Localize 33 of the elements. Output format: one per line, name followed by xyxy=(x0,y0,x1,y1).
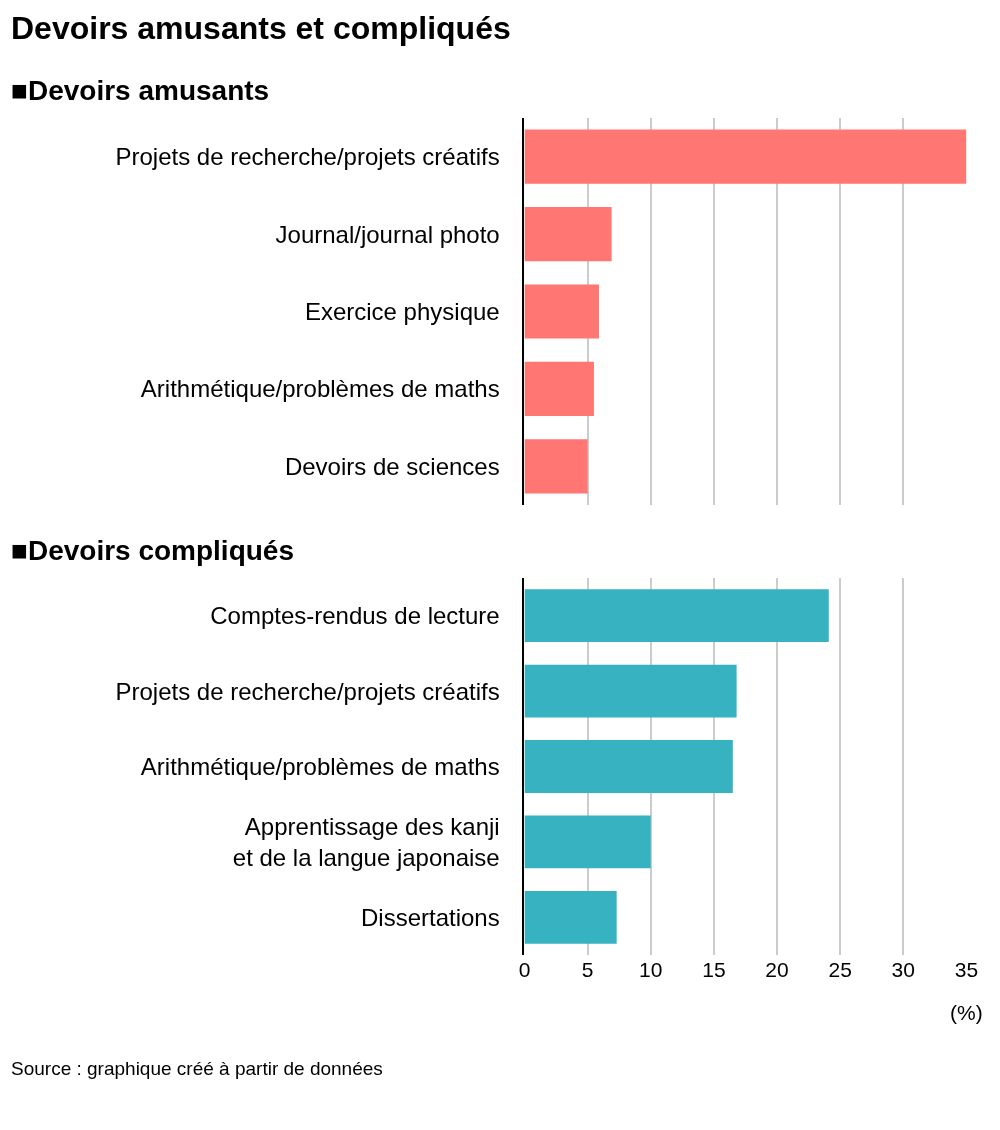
y-tick-label: Projets de recherche/projets créatifs xyxy=(115,677,500,705)
y-tick-label: Projets de recherche/projets créatifs xyxy=(115,143,500,171)
bar xyxy=(524,439,588,494)
y-tick-label: Arithmétique/problèmes de maths xyxy=(140,752,500,780)
y-tick-label: Apprentissage des kanji et de la langue japonaise xyxy=(232,812,500,871)
x-tick-label: 25 xyxy=(828,958,852,981)
bar xyxy=(524,361,594,416)
bar xyxy=(524,589,829,643)
bar xyxy=(524,664,737,718)
x-tick-label: 0 xyxy=(518,958,531,981)
y-tick-label: Journal/journal photo xyxy=(275,220,500,248)
bar xyxy=(524,129,967,184)
x-tick-label: 15 xyxy=(702,958,726,981)
y-tick-label: Comptes-rendus de lecture xyxy=(210,602,500,630)
x-axis-title: (%) xyxy=(950,1001,983,1024)
y-tick-label: Dissertations xyxy=(360,903,500,931)
bar xyxy=(524,284,599,339)
bar xyxy=(524,815,651,869)
x-tick-label: 35 xyxy=(954,958,979,981)
text: ■Devoirs compliqués xyxy=(11,535,294,566)
y-tick-label: Exercice physique xyxy=(304,297,500,325)
y-tick-label: Devoirs de sciences xyxy=(284,452,500,480)
y-tick-label: Arithmétique/problèmes de maths xyxy=(140,375,500,403)
bar xyxy=(524,207,612,262)
x-tick-label: 5 xyxy=(581,958,594,981)
bar xyxy=(524,890,617,944)
x-tick-label: 30 xyxy=(891,958,915,981)
x-tick-label: 20 xyxy=(765,958,789,981)
text: ■Devoirs amusants xyxy=(11,75,270,106)
source-note: Source : graphique créé à partir de données xyxy=(11,1058,383,1079)
text: Devoirs amusants et compliqués xyxy=(11,10,511,46)
bar xyxy=(524,740,733,793)
x-tick-label: 10 xyxy=(639,958,663,981)
